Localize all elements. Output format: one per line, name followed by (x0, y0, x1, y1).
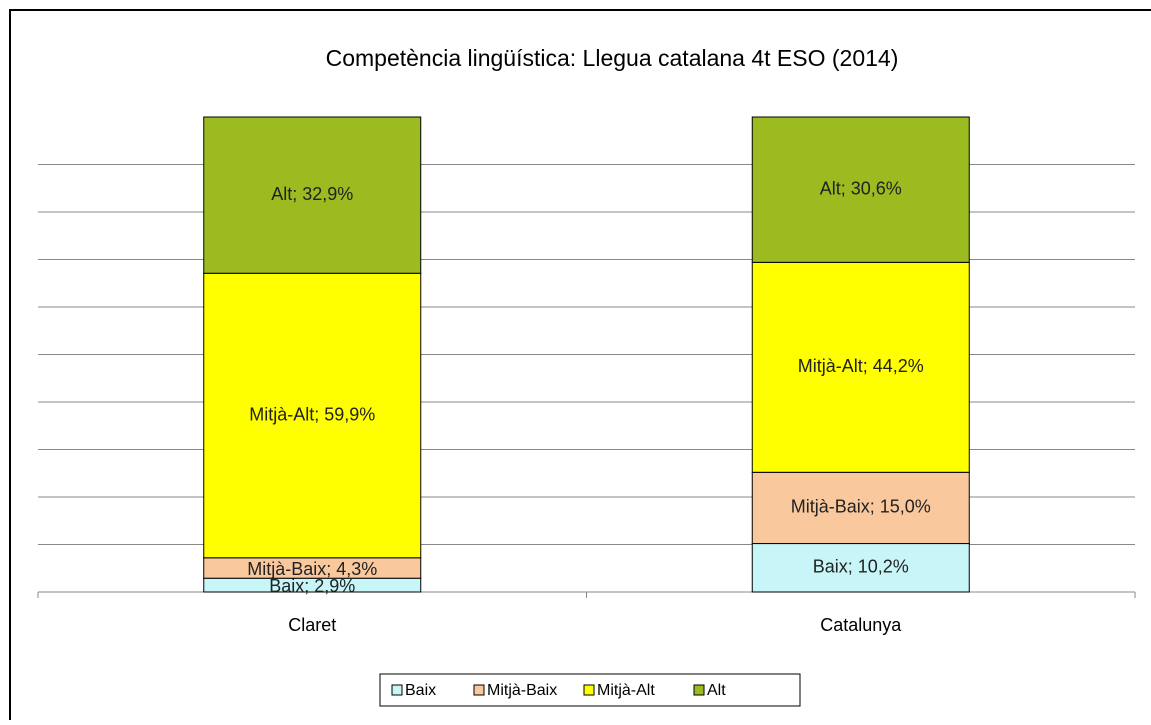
x-tick-label: Catalunya (820, 615, 902, 635)
data-label: Baix; 2,9% (269, 576, 355, 596)
chart-frame (9, 9, 1151, 725)
x-tick-label: Claret (288, 615, 336, 635)
legend-label: Alt (707, 682, 726, 699)
legend-swatch (473, 684, 485, 696)
data-label: Alt; 32,9% (271, 184, 353, 204)
legend-swatch (391, 684, 403, 696)
data-label: Alt; 30,6% (820, 178, 902, 198)
legend-swatch (583, 684, 595, 696)
bar-segment (751, 543, 970, 593)
bar-segment (751, 116, 970, 263)
bar-segment (203, 272, 422, 559)
legend-label: Mitjà-Alt (597, 682, 655, 699)
chart-title: Competència lingüística: Llegua catalana… (326, 45, 899, 71)
legend-swatch (693, 684, 705, 696)
bar-segment (751, 471, 970, 545)
legend-label: Mitjà-Baix (487, 682, 557, 699)
bar-segment (203, 116, 422, 274)
data-label: Mitjà-Baix; 4,3% (247, 559, 377, 579)
data-label: Baix; 10,2% (813, 557, 909, 577)
bar-segment (751, 261, 970, 473)
data-label: Mitjà-Baix; 15,0% (791, 497, 931, 517)
data-label: Mitjà-Alt; 44,2% (798, 356, 924, 376)
legend-label: Baix (405, 682, 436, 699)
data-label: Mitjà-Alt; 59,9% (249, 404, 375, 424)
